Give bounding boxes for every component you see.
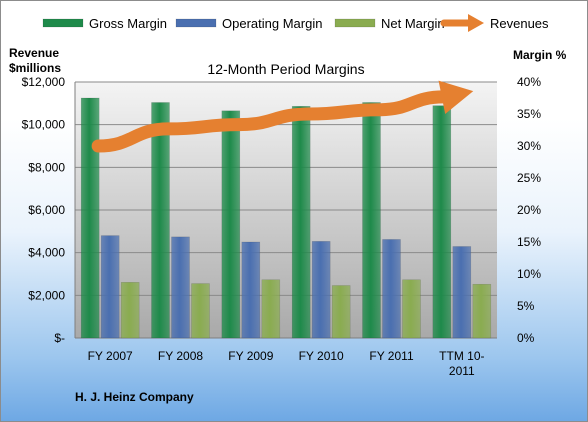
left-axis-title-line1: Revenue [9,46,59,60]
net-margin-bar [191,283,210,339]
category-label: 2011 [449,364,475,378]
net-margin-bar [261,279,281,339]
operating-margin-bar [452,246,472,339]
gross-margin-bar [362,102,381,339]
net-margin-bar [402,279,421,339]
net-margin-bar [472,283,492,339]
legend-label: Operating Margin [222,16,322,31]
legend-label: Gross Margin [89,16,167,31]
left-tick-label: $- [54,331,65,345]
left-tick-label: $4,000 [28,246,65,260]
left-axis-title-line2: $millions [9,61,61,75]
operating-margin-bar [171,236,190,339]
right-tick-label: 0% [517,331,535,345]
operating-margin-bar [382,239,401,339]
right-tick-label: 10% [517,267,541,281]
left-tick-label: $2,000 [28,288,65,302]
right-tick-label: 40% [517,75,541,89]
legend-swatch [334,18,376,28]
footer-company: H. J. Heinz Company [75,390,194,404]
legend-label: Net Margin [381,16,445,31]
category-label: FY 2011 [369,349,414,363]
operating-margin-bar [311,241,331,339]
right-axis-title: Margin % [513,48,567,62]
right-tick-label: 35% [517,107,541,121]
category-label: FY 2008 [158,349,203,363]
category-label: FY 2009 [228,349,273,363]
right-tick-label: 15% [517,235,541,249]
left-tick-label: $10,000 [22,118,66,132]
chart-title: 12-Month Period Margins [207,61,364,77]
revenues-arrowhead [438,80,474,114]
operating-margin-bar [100,235,120,339]
legend-swatch [175,18,217,28]
right-tick-label: 20% [517,203,541,217]
gross-margin-bar [221,110,241,339]
legend-label: Revenues [490,16,549,31]
legend-swatch-arrow [468,14,484,32]
left-tick-label: $12,000 [22,75,66,89]
left-tick-label: $8,000 [28,160,65,174]
gross-margin-bar [432,105,452,339]
revenues-line [91,90,451,153]
left-tick-label: $6,000 [28,203,65,217]
gross-margin-bar [151,102,170,339]
right-tick-label: 25% [517,171,541,185]
operating-margin-bar [241,241,261,339]
legend-swatch [42,18,84,28]
right-tick-label: 5% [517,299,535,313]
right-tick-label: 30% [517,139,541,153]
category-label: FY 2007 [88,349,133,363]
category-label: TTM 10- [439,349,484,363]
net-margin-bar [331,285,351,339]
net-margin-bar [120,282,140,339]
gross-margin-bar [80,97,100,339]
category-label: FY 2010 [299,349,344,363]
gross-margin-bar [291,106,311,339]
